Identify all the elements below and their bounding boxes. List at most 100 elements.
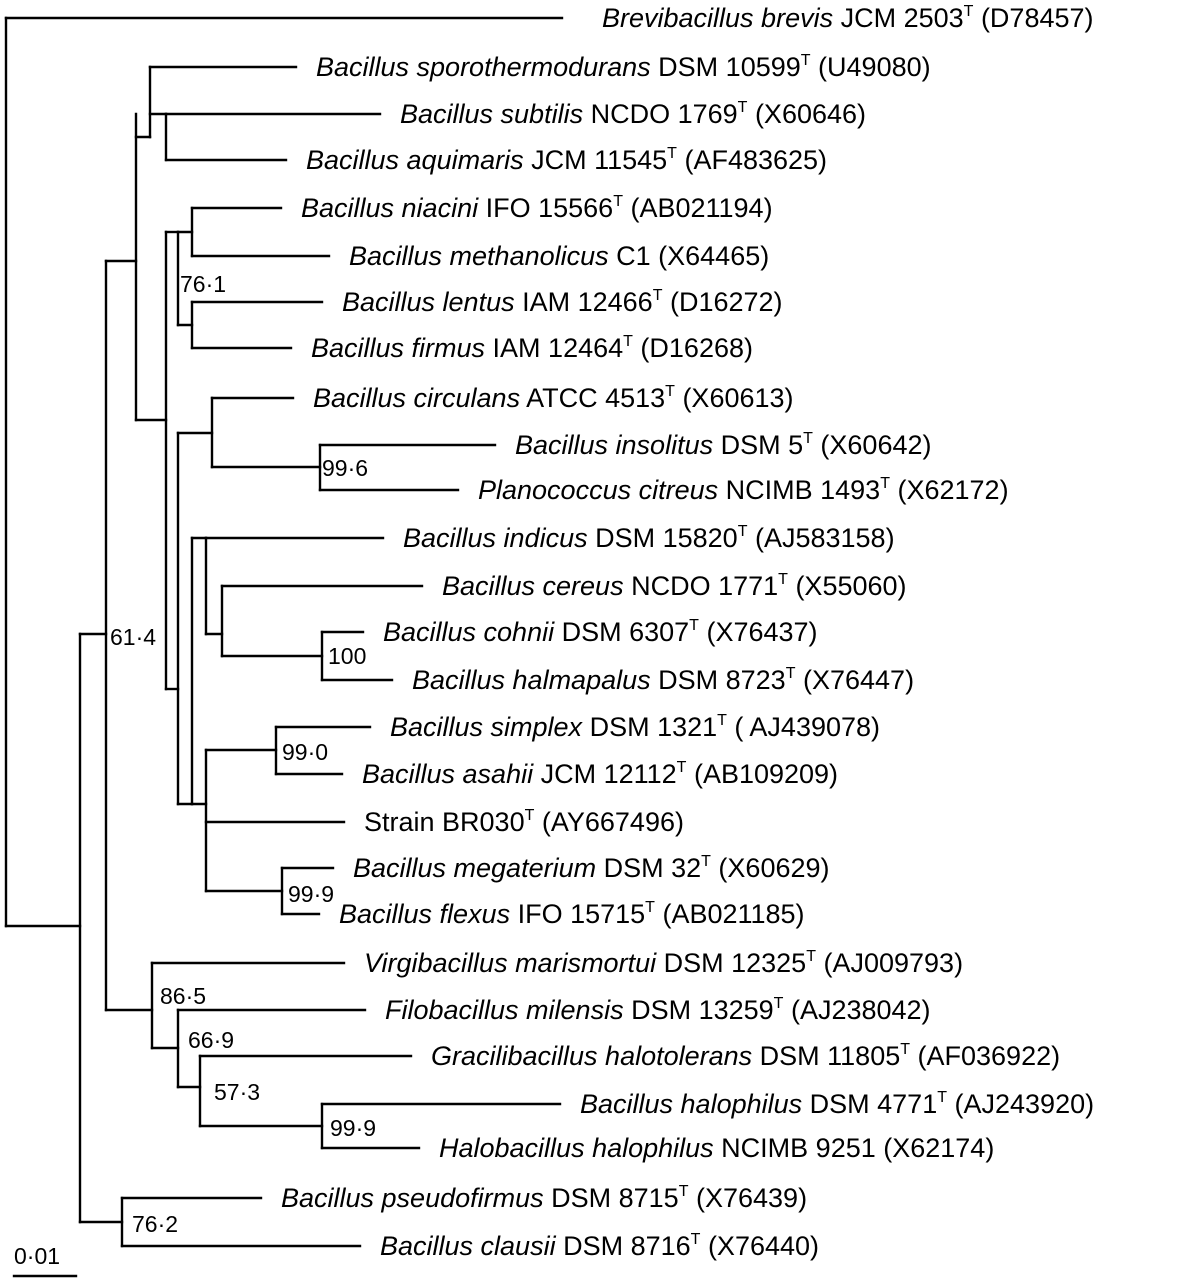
species-name: Halobacillus halophilus — [439, 1133, 714, 1163]
taxon-label: Bacillus simplex DSM 1321T ( AJ439078) — [390, 712, 880, 742]
type-strain-superscript: T — [806, 948, 816, 965]
species-name: Bacillus methanolicus — [349, 241, 609, 271]
strain-accession: DSM 15820 — [588, 523, 738, 553]
strain-accession: (AJ243920) — [947, 1089, 1094, 1119]
taxon-label: Strain BR030T (AY667496) — [364, 807, 684, 837]
type-strain-superscript: T — [613, 193, 623, 210]
strain-accession: (AB021185) — [655, 899, 805, 929]
scale-bar-label: 0·01 — [14, 1243, 60, 1269]
strain-accession: (X76437) — [699, 617, 818, 647]
bootstrap-value: 99·6 — [322, 455, 368, 481]
strain-accession: (AF483625) — [677, 145, 827, 175]
strain-accession: JCM 2503 — [833, 3, 964, 33]
bootstrap-values: 76·1 99·6 61·4 100 99·0 99·9 86·5 66·9 57·3 99·9 7… — [110, 271, 376, 1237]
species-name: Virgibacillus marismortui — [364, 948, 657, 978]
taxon-label: Virgibacillus marismortui DSM 12325T (AJ… — [364, 948, 963, 978]
taxon-label: Bacillus firmus IAM 12464T (D16268) — [311, 333, 753, 363]
species-name: Brevibacillus brevis — [602, 3, 833, 33]
taxon-label: Bacillus clausii DSM 8716T (X76440) — [380, 1231, 819, 1261]
species-name: Bacillus clausii — [380, 1231, 557, 1261]
strain-accession: DSM 11805 — [752, 1041, 900, 1071]
bootstrap-value: 100 — [328, 643, 366, 669]
taxon-label: Bacillus megaterium DSM 32T (X60629) — [353, 853, 830, 883]
species-name: Bacillus insolitus — [515, 430, 713, 460]
taxon-label: Brevibacillus brevis JCM 2503T (D78457) — [602, 3, 1094, 33]
type-strain-superscript: T — [665, 383, 675, 400]
strain-accession: (AB109209) — [686, 759, 838, 789]
species-name: Bacillus aquimaris — [306, 145, 524, 175]
species-name: Bacillus cereus — [442, 571, 624, 601]
strain-accession: JCM 12112 — [533, 759, 677, 789]
type-strain-superscript: T — [778, 571, 788, 588]
strain-accession: (X60646) — [747, 99, 866, 129]
taxon-label: Bacillus sporothermodurans DSM 10599T (U… — [316, 52, 931, 82]
taxon-label: Bacillus cohnii DSM 6307T (X76437) — [383, 617, 818, 647]
taxon-label: Bacillus circulans ATCC 4513T (X60613) — [313, 383, 794, 413]
bootstrap-value: 99·0 — [282, 739, 328, 765]
type-strain-superscript: T — [679, 1183, 689, 1200]
taxon-label: Bacillus indicus DSM 15820T (AJ583158) — [403, 523, 895, 553]
strain-accession: IAM 12464 — [485, 333, 623, 363]
strain-accession: IFO 15715 — [510, 899, 645, 929]
bootstrap-value: 99·9 — [288, 881, 334, 907]
taxon-label: Bacillus lentus IAM 12466T (D16272) — [342, 287, 783, 317]
bootstrap-value: 76·2 — [132, 1211, 178, 1237]
taxon-label: Bacillus subtilis NCDO 1769T (X60646) — [400, 99, 866, 129]
type-strain-superscript: T — [900, 1041, 910, 1058]
strain-accession: ( AJ439078) — [727, 712, 880, 742]
strain-accession: NCIMB 1493 — [718, 475, 880, 505]
strain-accession: (X76440) — [700, 1231, 819, 1261]
strain-accession: NCDO 1769 — [583, 99, 738, 129]
taxon-label: Halobacillus halophilus NCIMB 9251 (X621… — [439, 1133, 994, 1163]
strain-accession: DSM 8723 — [651, 665, 786, 695]
species-name: Bacillus subtilis — [400, 99, 583, 129]
taxon-label: Filobacillus milensis DSM 13259T (AJ2380… — [385, 995, 931, 1025]
type-strain-superscript: T — [689, 617, 699, 634]
strain-accession: NCDO 1771 — [624, 571, 779, 601]
taxon-label: Gracilibacillus halotolerans DSM 11805T … — [431, 1041, 1060, 1071]
species-name: Bacillus halophilus — [580, 1089, 802, 1119]
type-strain-superscript: T — [653, 287, 663, 304]
type-strain-superscript: T — [701, 853, 711, 870]
strain-accession: (AB021194) — [623, 193, 773, 223]
type-strain-superscript: T — [691, 1231, 701, 1248]
strain-accession: (X55060) — [788, 571, 907, 601]
strain-accession: (X76439) — [688, 1183, 807, 1213]
strain-accession: DSM 8715 — [544, 1183, 679, 1213]
bootstrap-value: 57·3 — [214, 1079, 260, 1105]
strain-accession: (D16272) — [662, 287, 782, 317]
strain-accession: (AF036922) — [910, 1041, 1060, 1071]
strain-accession: (AJ009793) — [816, 948, 963, 978]
strain-accession: (AY667496) — [534, 807, 684, 837]
species-name: Bacillus asahii — [362, 759, 534, 789]
species-name: Bacillus sporothermodurans — [316, 52, 651, 82]
type-strain-superscript: T — [964, 3, 974, 20]
species-name: Bacillus halmapalus — [412, 665, 651, 695]
taxon-label: Bacillus halophilus DSM 4771T (AJ243920) — [580, 1089, 1094, 1119]
species-name: Bacillus indicus — [403, 523, 588, 553]
species-name: Bacillus flexus — [339, 899, 510, 929]
strain-accession: (X76447) — [795, 665, 914, 695]
taxon-label: Bacillus aquimaris JCM 11545T (AF483625) — [306, 145, 827, 175]
type-strain-superscript: T — [738, 99, 748, 116]
species-name: Bacillus pseudofirmus — [281, 1183, 544, 1213]
type-strain-superscript: T — [786, 665, 796, 682]
strain-accession: DSM 4771 — [802, 1089, 937, 1119]
strain-accession: (X60629) — [711, 853, 830, 883]
bootstrap-value: 99·9 — [330, 1115, 376, 1141]
type-strain-superscript: T — [667, 145, 677, 162]
strain-accession: DSM 6307 — [554, 617, 689, 647]
strain-accession: JCM 11545 — [524, 145, 668, 175]
type-strain-superscript: T — [937, 1089, 947, 1106]
species-name: Bacillus cohnii — [383, 617, 555, 647]
bootstrap-value: 66·9 — [188, 1027, 234, 1053]
strain-accession: (X62172) — [890, 475, 1009, 505]
species-name: Bacillus megaterium — [353, 853, 596, 883]
species-name: Bacillus firmus — [311, 333, 485, 363]
taxon-label: Bacillus asahii JCM 12112T (AB109209) — [362, 759, 838, 789]
type-strain-superscript: T — [774, 995, 784, 1012]
type-strain-superscript: T — [645, 899, 655, 916]
strain-accession: (AJ583158) — [747, 523, 894, 553]
species-name: Bacillus circulans — [313, 383, 520, 413]
